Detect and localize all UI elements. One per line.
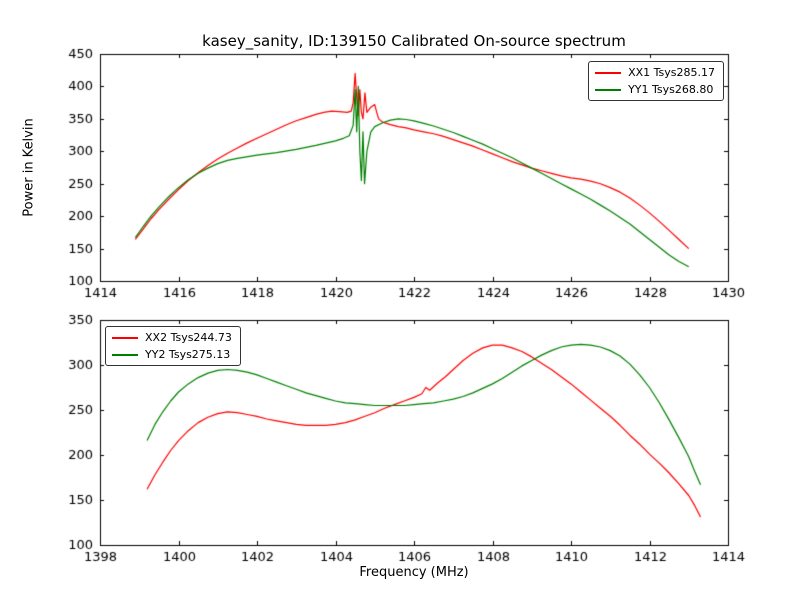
- xx2-line-swatch-icon: [112, 336, 138, 339]
- bottom-plot-legend: XX2 Tsys244.73 YY2 Tsys275.13: [105, 326, 241, 366]
- legend-label-yy2: YY2 Tsys275.13: [145, 348, 231, 361]
- yy1-line-swatch-icon: [595, 88, 622, 91]
- legend-entry-xx1: XX1 Tsys285.17: [595, 66, 715, 79]
- figure-title: kasey_sanity, ID:139150 Calibrated On-so…: [202, 32, 626, 50]
- legend-entry-yy1: YY1 Tsys268.80: [595, 83, 715, 96]
- legend-label-xx1: XX1 Tsys285.17: [628, 66, 715, 79]
- top-plot-y-axis-label: Power in Kelvin: [21, 118, 37, 217]
- bottom-plot-x-axis-label: Frequency (MHz): [359, 565, 469, 580]
- yy2-line-swatch-icon: [112, 353, 138, 356]
- legend-label-yy1: YY1 Tsys268.80: [628, 83, 714, 96]
- legend-entry-xx2: XX2 Tsys244.73: [112, 331, 232, 344]
- legend-entry-yy2: YY2 Tsys275.13: [112, 348, 232, 361]
- xx1-line-swatch-icon: [595, 71, 622, 74]
- legend-label-xx2: XX2 Tsys244.73: [145, 331, 232, 344]
- top-plot-legend: XX1 Tsys285.17 YY1 Tsys268.80: [588, 61, 724, 101]
